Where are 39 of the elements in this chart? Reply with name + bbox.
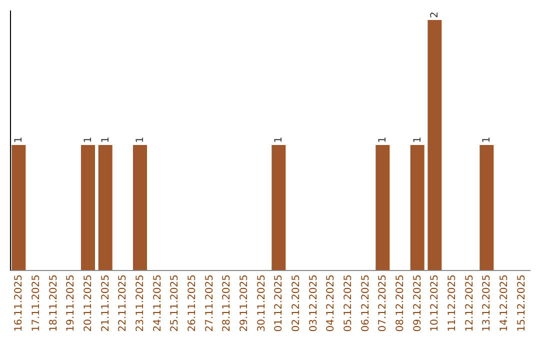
x-tick-label: 07.12.2025 xyxy=(378,274,389,332)
data-label: 2 xyxy=(430,12,441,18)
x-tick-label: 01.12.2025 xyxy=(274,274,285,332)
x-tick-label: 14.12.2025 xyxy=(499,274,510,332)
x-tick-label: 29.11.2025 xyxy=(239,274,250,332)
x-tick-label: 04.12.2025 xyxy=(326,274,337,332)
data-label: 1 xyxy=(14,136,25,143)
x-tick-label: 10.12.2025 xyxy=(430,274,441,332)
x-tick-label: 23.11.2025 xyxy=(135,274,146,332)
data-label: 1 xyxy=(482,136,493,143)
x-tick-label: 22.11.2025 xyxy=(118,274,129,332)
x-tick-label: 16.11.2025 xyxy=(14,274,25,332)
data-label: 1 xyxy=(274,136,285,143)
x-tick-label: 02.12.2025 xyxy=(291,274,302,332)
x-tick-label: 20.11.2025 xyxy=(83,274,94,332)
x-tick-label: 13.12.2025 xyxy=(482,274,493,332)
x-tick-label: 25.11.2025 xyxy=(170,274,181,332)
x-tick-label: 19.11.2025 xyxy=(66,274,77,332)
x-tick-label: 24.11.2025 xyxy=(152,274,164,332)
x-tick-label: 30.11.2025 xyxy=(256,274,268,332)
x-tick-label: 12.12.2025 xyxy=(464,274,476,332)
x-tick-label: 05.12.2025 xyxy=(343,274,354,332)
x-tick-label: 17.11.2025 xyxy=(31,274,42,332)
x-tick-label: 26.11.2025 xyxy=(187,274,198,332)
x-tick-label: 18.11.2025 xyxy=(48,274,60,332)
x-tick-label: 28.11.2025 xyxy=(222,274,233,332)
x-tick-label: 15.12.2025 xyxy=(516,274,528,332)
data-label: 1 xyxy=(100,136,112,143)
data-label: 1 xyxy=(412,136,424,143)
x-tick-label: 03.12.2025 xyxy=(308,274,320,332)
x-tick-label: 08.12.2025 xyxy=(395,274,406,332)
data-label: 1 xyxy=(83,136,94,143)
x-tick-label: 27.11.2025 xyxy=(204,274,216,332)
x-tick-label: 11.12.2025 xyxy=(447,274,458,332)
x-tick-label: 06.12.2025 xyxy=(360,274,372,332)
data-label: 1 xyxy=(378,136,389,143)
x-tick-label: 21.11.2025 xyxy=(100,274,112,332)
x-tick-label: 09.12.2025 xyxy=(412,274,424,332)
data-label: 1 xyxy=(135,136,146,143)
